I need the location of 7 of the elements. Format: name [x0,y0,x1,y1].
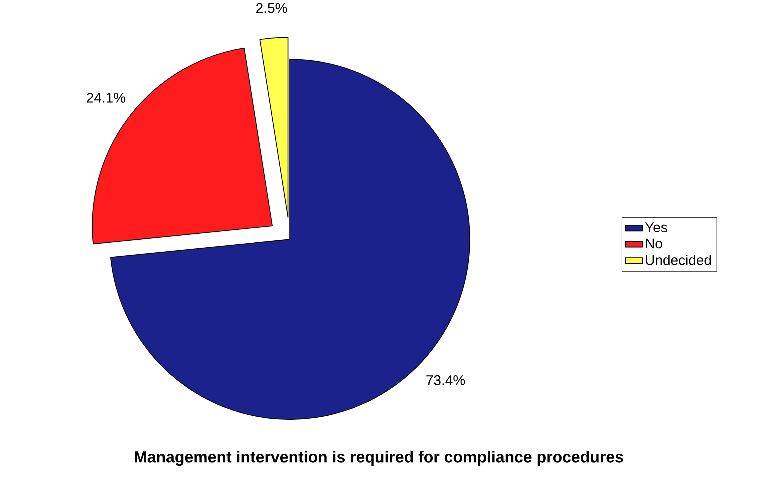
data-label: 24.1% [87,93,126,104]
legend-label: No [646,239,662,249]
data-label: 2.5% [256,4,288,14]
text: Management intervention is required for compliance procedures [135,451,624,466]
legend-label: Yes [645,222,668,233]
data-label: 73.4% [426,376,466,386]
legend-label: Undecided [646,255,712,266]
